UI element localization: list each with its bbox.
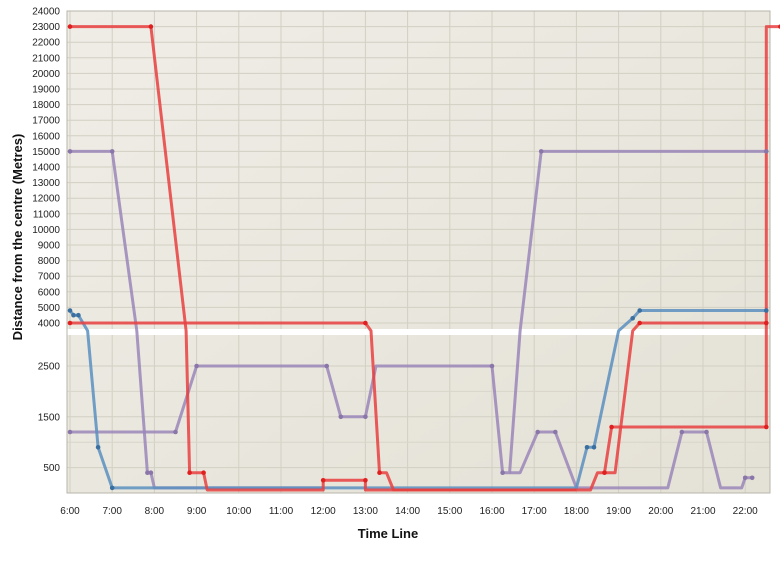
y-tick-label: 11000 — [33, 209, 61, 220]
series-line-red — [70, 25, 577, 492]
data-point — [67, 320, 73, 326]
y-tick-label: 20000 — [32, 69, 60, 80]
y-tick-label: 4000 — [38, 319, 61, 330]
y-tick-label: 500 — [43, 463, 60, 474]
data-point — [201, 470, 206, 476]
y-tick-label: 14000 — [32, 163, 60, 174]
grid — [66, 10, 771, 494]
data-point — [538, 149, 544, 154]
data-point — [637, 320, 642, 326]
x-tick-label: 21:00 — [690, 506, 715, 517]
data-point — [363, 478, 368, 483]
series-line-purple — [509, 430, 753, 490]
x-tick-label: 11:00 — [269, 506, 294, 517]
y-tick-label: 17000 — [32, 116, 60, 127]
data-point — [764, 308, 769, 313]
data-point — [67, 429, 73, 435]
y-tick-label: 21000 — [32, 53, 60, 64]
x-tick-label: 8:00 — [145, 506, 165, 517]
x-tick-label: 7:00 — [102, 506, 122, 517]
y-tick-label: 24000 — [32, 7, 60, 18]
data-point — [338, 414, 344, 420]
axis-break-band — [67, 329, 770, 335]
y-tick-label: 16000 — [32, 131, 60, 142]
series-layer — [67, 24, 780, 492]
data-point — [742, 475, 748, 481]
x-tick-label: 9:00 — [187, 506, 207, 517]
y-tick-label: 2500 — [38, 362, 61, 373]
data-point — [187, 470, 192, 476]
data-point — [109, 485, 115, 491]
plot-border — [66, 10, 771, 494]
y-tick-label: 10000 — [32, 225, 60, 236]
data-point — [377, 470, 382, 476]
data-point — [109, 149, 115, 154]
x-tick-label: 14:00 — [395, 506, 420, 517]
y-tick-label: 15000 — [32, 147, 60, 158]
y-tick-label: 1500 — [38, 412, 61, 423]
y-tick-label: 9000 — [38, 241, 61, 252]
y-tick-label: 6000 — [38, 287, 61, 298]
data-point — [764, 320, 769, 326]
y-tick-label: 18000 — [32, 100, 60, 111]
data-point — [764, 149, 769, 154]
x-tick-label: 6:00 — [60, 506, 80, 517]
y-tick-label: 5000 — [38, 303, 61, 314]
data-point — [609, 424, 614, 430]
data-point — [194, 363, 199, 369]
data-point — [148, 24, 154, 29]
data-point — [363, 320, 368, 326]
data-point — [637, 308, 642, 313]
y-tick-label: 13000 — [32, 178, 60, 189]
x-tick-label: 13:00 — [353, 506, 378, 517]
x-tick-label: 19:00 — [606, 506, 631, 517]
y-tick-label: 7000 — [38, 272, 61, 283]
x-tick-label: 17:00 — [522, 506, 547, 517]
x-tick-label: 18:00 — [564, 506, 589, 517]
data-point — [535, 429, 540, 435]
data-point — [584, 445, 590, 450]
data-point — [95, 445, 101, 450]
x-tick-label: 16:00 — [479, 506, 504, 517]
y-tick-label: 8000 — [38, 256, 61, 267]
y-axis-title: Distance from the centre (Metres) — [10, 134, 25, 341]
data-point — [679, 429, 685, 435]
data-point — [173, 429, 178, 435]
data-point — [704, 429, 709, 435]
data-point — [71, 312, 76, 318]
series-line-red — [604, 321, 767, 475]
x-tick-label: 12:00 — [311, 506, 336, 517]
tick-labels: 6:00 7:00 8:00 9:00 10:00 11:00 12:00 13:00 14:0… — [32, 7, 758, 518]
data-point — [148, 470, 154, 476]
y-tick-label: 22000 — [32, 38, 60, 49]
data-point — [67, 308, 73, 313]
data-point — [489, 363, 495, 369]
x-tick-label: 20:00 — [648, 506, 673, 517]
x-tick-label: 22:00 — [733, 506, 758, 517]
y-tick-label: 19000 — [32, 85, 60, 96]
x-tick-label: 10:00 — [226, 506, 251, 517]
x-tick-label: 15:00 — [437, 506, 462, 517]
data-point — [500, 470, 505, 476]
data-point — [749, 475, 755, 481]
plot-background — [67, 11, 770, 493]
y-tick-label: 23000 — [32, 22, 60, 33]
x-axis-title: Time Line — [358, 526, 418, 541]
data-point — [602, 470, 607, 476]
data-point — [764, 424, 769, 430]
data-point — [553, 429, 558, 435]
data-point — [67, 24, 73, 29]
data-point — [76, 312, 81, 318]
data-point — [591, 445, 597, 450]
y-tick-label: 12000 — [32, 194, 60, 205]
data-point — [363, 414, 368, 420]
data-point — [145, 470, 150, 476]
data-point — [324, 363, 330, 369]
series-line-red — [70, 25, 780, 492]
data-point — [630, 316, 635, 321]
data-point — [320, 478, 326, 483]
data-point — [67, 149, 73, 154]
